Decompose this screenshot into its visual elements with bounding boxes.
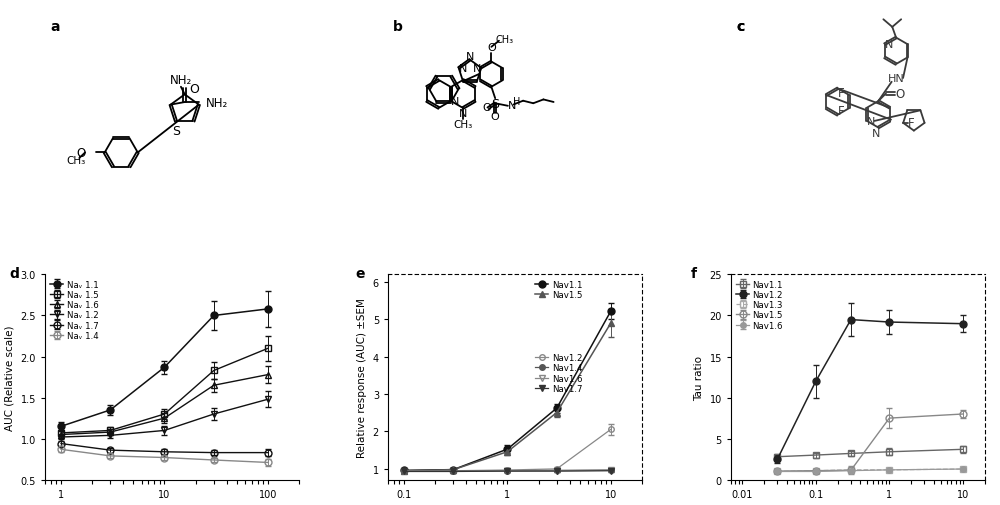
Text: O: O [491,112,500,122]
Text: O: O [189,82,199,95]
Text: c: c [736,20,744,34]
Text: F: F [838,87,845,100]
Text: H: H [513,96,520,107]
Text: S: S [491,97,499,111]
Text: N: N [507,100,516,110]
Text: e: e [355,267,364,281]
X-axis label: Compound 4 (μM): Compound 4 (μM) [811,504,905,505]
Text: CH₃: CH₃ [495,35,514,44]
Text: O: O [895,88,905,101]
Text: F: F [907,117,914,130]
Text: NH₂: NH₂ [206,96,228,110]
Text: CH₃: CH₃ [66,156,86,166]
Text: F: F [838,105,845,118]
Text: NH₂: NH₂ [170,74,192,87]
Y-axis label: Relative response (AUC) ±SEM: Relative response (AUC) ±SEM [357,297,367,457]
Y-axis label: AUC (Relative scale): AUC (Relative scale) [5,325,15,430]
Text: N: N [466,52,474,62]
Text: a: a [50,20,60,34]
Text: f: f [690,267,696,281]
Text: O: O [487,43,496,53]
Text: O: O [482,103,491,113]
Text: N: N [451,97,460,107]
Text: CH₃: CH₃ [453,120,473,129]
X-axis label: [AA43279] (μM): [AA43279] (μM) [131,504,213,505]
Y-axis label: Tau ratio: Tau ratio [694,355,704,400]
Text: S: S [172,125,180,138]
Text: N: N [459,64,467,74]
Legend: Naᵥ 1.1, Naᵥ 1.5, Naᵥ 1.6, Naᵥ 1.2, Naᵥ 1.7, Naᵥ 1.4: Naᵥ 1.1, Naᵥ 1.5, Naᵥ 1.6, Naᵥ 1.2, Naᵥ … [49,279,99,341]
Text: b: b [393,20,403,34]
Text: N: N [885,40,893,50]
Text: N: N [473,64,481,74]
Text: N: N [459,108,467,118]
Text: d: d [9,267,19,281]
Text: N: N [866,117,875,127]
Text: N: N [872,128,880,138]
Text: O: O [76,146,85,160]
Legend: Nav1.1, Nav1.2, Nav1.3, Nav1.5, Nav1.6: Nav1.1, Nav1.2, Nav1.3, Nav1.5, Nav1.6 [735,279,784,331]
Text: c: c [736,20,744,34]
Legend: Nav1.2, Nav1.4, Nav1.6, Nav1.7: Nav1.2, Nav1.4, Nav1.6, Nav1.7 [535,352,583,394]
X-axis label: Concentration of LuAE98134 (μM): Concentration of LuAE98134 (μM) [427,504,603,505]
Text: HN: HN [888,74,905,84]
